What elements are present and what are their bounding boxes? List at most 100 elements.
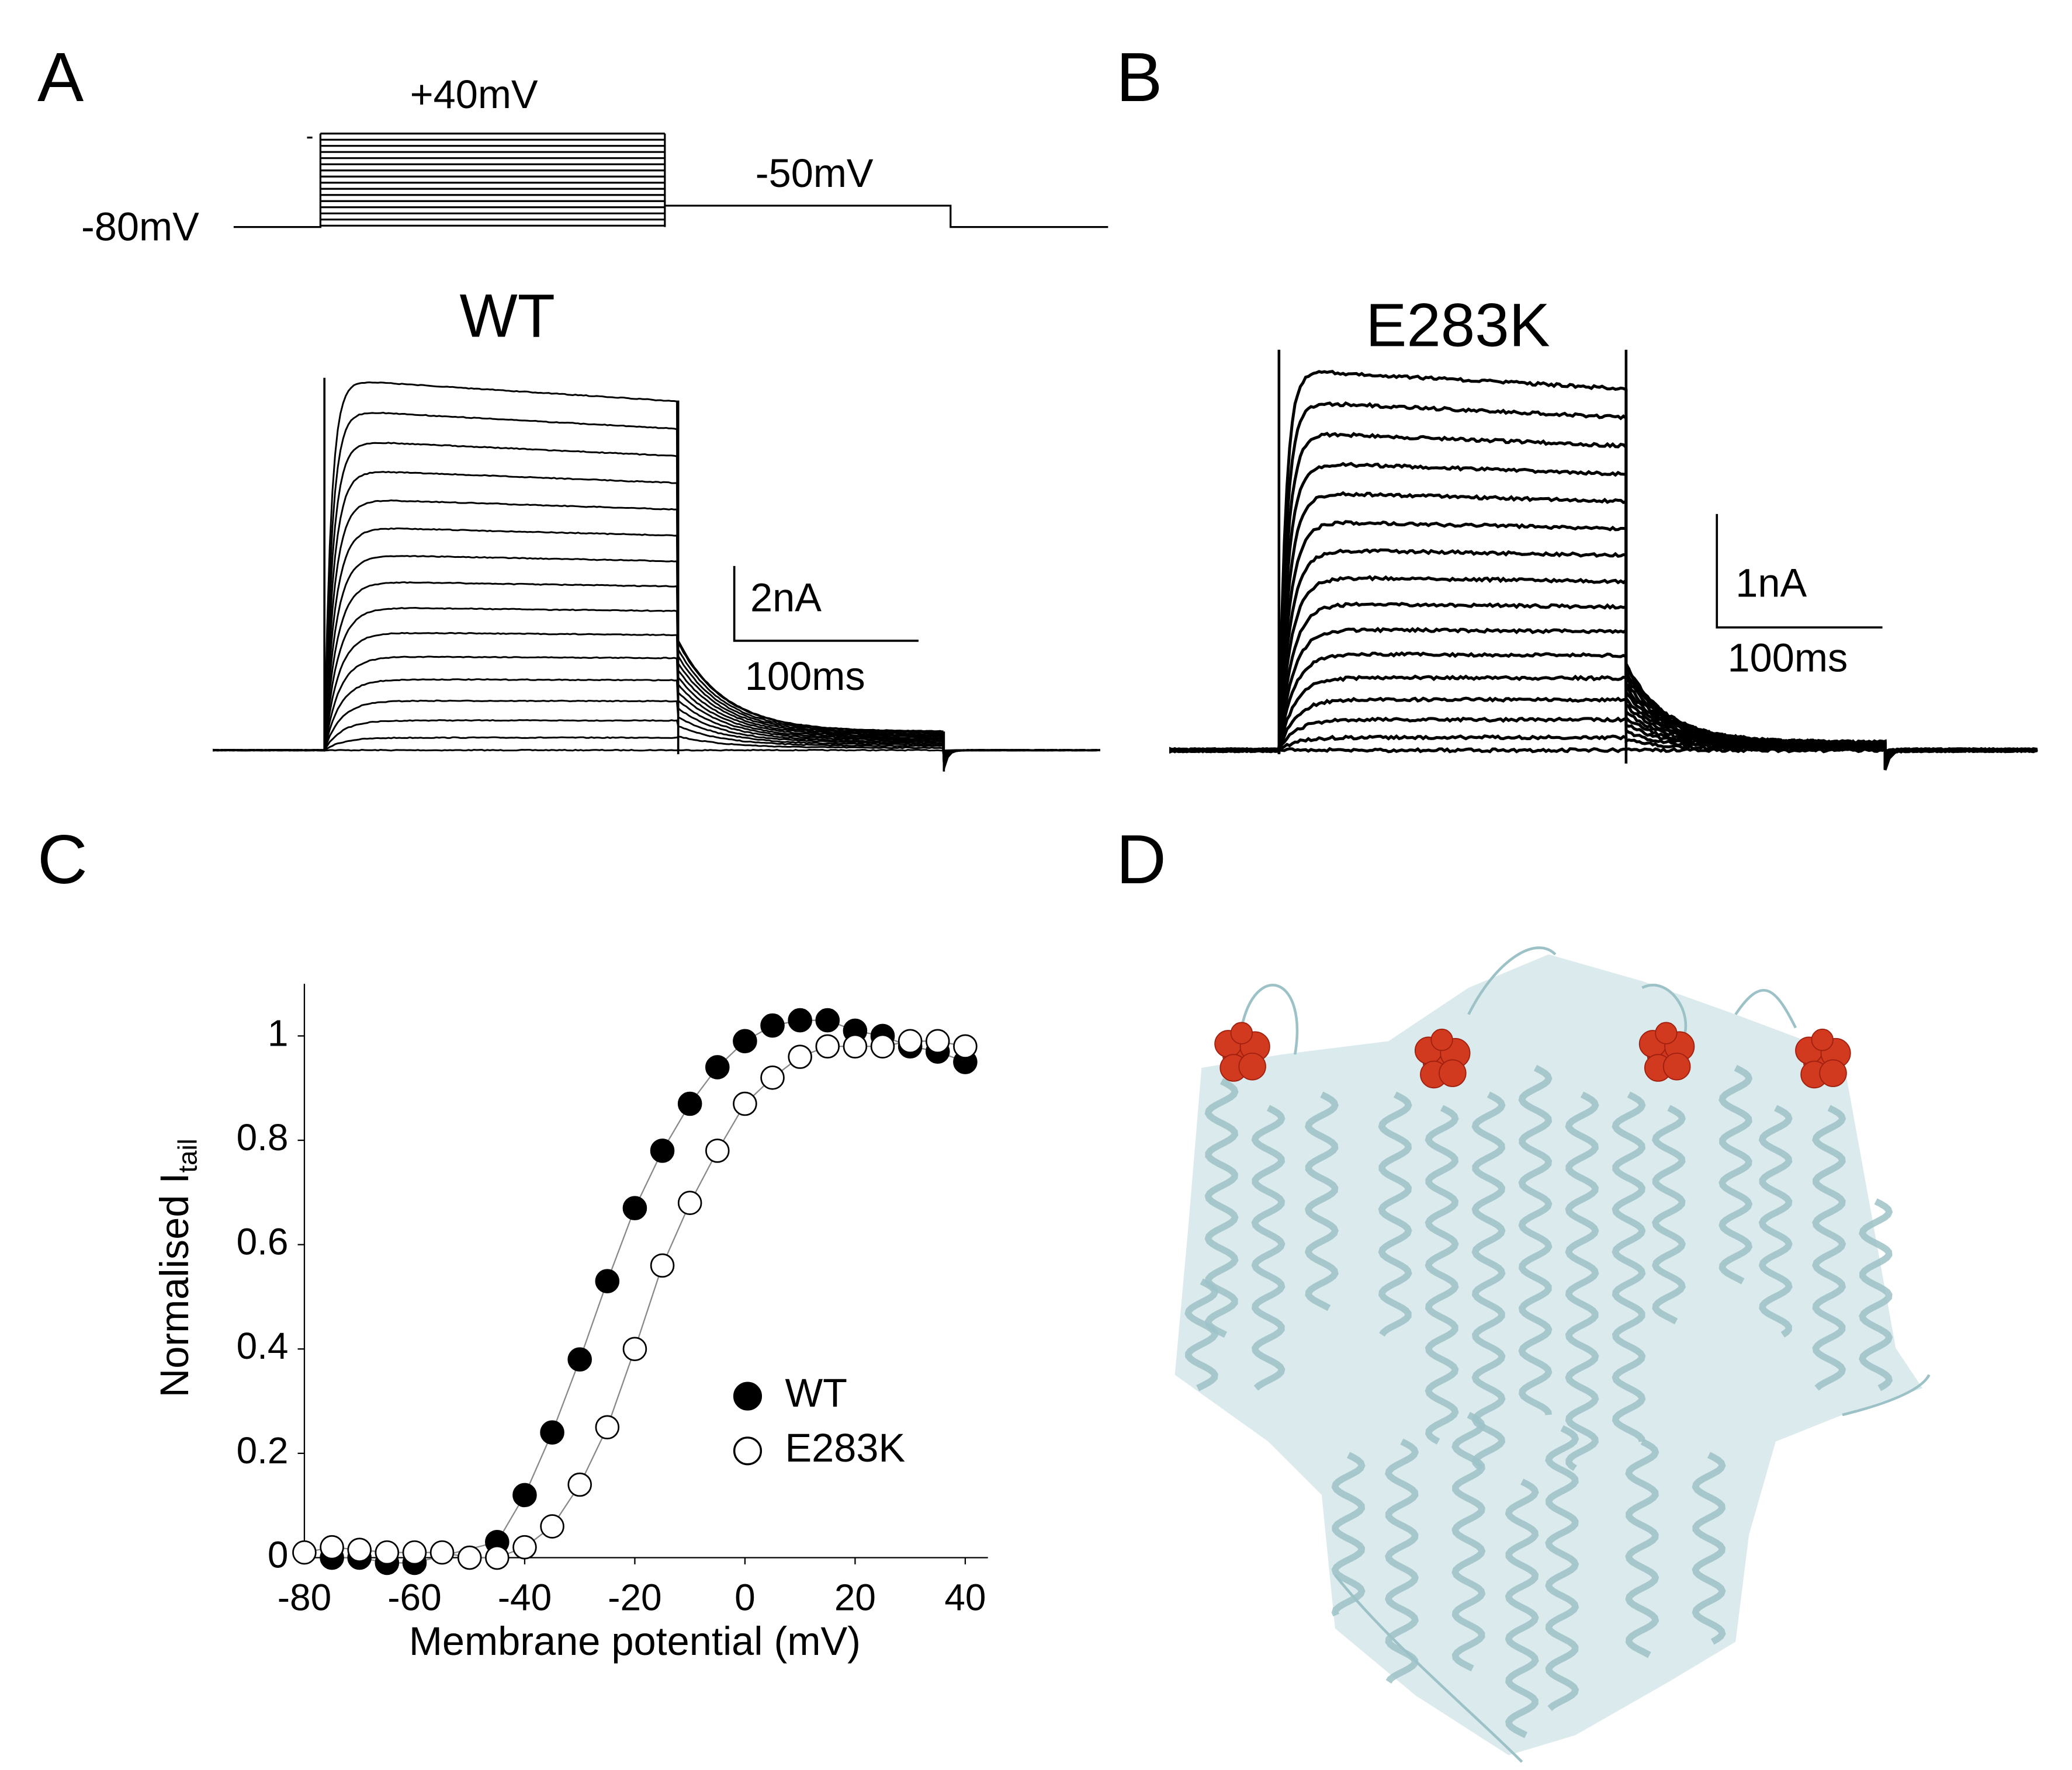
voltage-protocol	[233, 133, 1108, 228]
residue-sphere	[1811, 1028, 1834, 1051]
data-point	[677, 1191, 702, 1215]
data-point	[540, 1420, 564, 1445]
legend-marker	[733, 1436, 763, 1466]
y-tick-label: 0.2	[237, 1429, 289, 1471]
helix	[1565, 1091, 1599, 1471]
data-point	[347, 1538, 372, 1562]
legend-label: WT	[785, 1370, 847, 1415]
data-point	[705, 1139, 730, 1163]
data-point	[733, 1091, 757, 1116]
data-point	[402, 1540, 427, 1565]
data-point	[292, 1540, 317, 1565]
current-trace	[1169, 746, 2038, 754]
data-point	[760, 1066, 785, 1090]
helix	[1625, 1438, 1659, 1658]
data-point	[898, 1029, 923, 1054]
data-point	[650, 1139, 675, 1163]
connecting-line	[331, 1019, 966, 1564]
y-tick-label: 0.4	[237, 1325, 289, 1367]
current-trace	[213, 699, 1100, 758]
helix	[1718, 1064, 1753, 1285]
helix	[1451, 1411, 1486, 1672]
current-trace	[213, 381, 1100, 770]
trace-edge	[1277, 349, 1887, 764]
helix	[1425, 1105, 1459, 1445]
x-tick-label: 40	[944, 1577, 986, 1619]
helix	[1518, 1064, 1553, 1415]
panel-label: D	[1116, 821, 1166, 898]
data-point	[595, 1415, 620, 1440]
x-tick-label: 20	[834, 1577, 876, 1619]
panel-label: B	[1116, 39, 1162, 116]
data-point	[485, 1545, 510, 1570]
data-point	[457, 1545, 482, 1570]
helix	[1251, 1105, 1286, 1391]
data-point	[925, 1029, 950, 1054]
current-trace	[213, 527, 1100, 765]
y-tick-label: 0.6	[237, 1221, 289, 1263]
y-axis-label-sub: tail	[173, 1139, 203, 1172]
residue-sphere	[1655, 1022, 1678, 1044]
helix	[1304, 1091, 1339, 1311]
data-point	[567, 1472, 592, 1497]
current-trace	[213, 555, 1100, 765]
helix	[1692, 1452, 1726, 1645]
scale-label: 1nA	[1735, 560, 1807, 605]
data-point	[870, 1034, 895, 1059]
data-point	[567, 1347, 592, 1372]
data-point	[953, 1034, 978, 1059]
helix	[1385, 1438, 1419, 1684]
data-point	[788, 1008, 812, 1033]
current-trace	[213, 581, 1100, 766]
helix	[1378, 1091, 1412, 1337]
y-tick-label: 1	[268, 1012, 289, 1054]
residue-sphere	[1819, 1059, 1847, 1087]
current-trace	[213, 678, 1100, 760]
panel-label: A	[37, 39, 84, 116]
data-point	[595, 1269, 620, 1293]
helix	[1331, 1452, 1366, 1617]
current-trace	[213, 471, 1100, 768]
y-axis-label: Normalised Itail	[152, 1139, 203, 1397]
helix	[1545, 1425, 1579, 1712]
helix	[1758, 1105, 1793, 1338]
data-point	[622, 1196, 647, 1220]
chart: 0 0.2 0.4 0.6 0.8 1 -80 -60 -40 -20 0 20 40 Membrane …	[152, 984, 988, 1664]
x-tick-label: 0	[734, 1577, 756, 1619]
data-point	[512, 1535, 537, 1560]
helix	[1184, 1278, 1219, 1391]
y-axis-label-main: Normalised I	[152, 1173, 197, 1398]
helix	[1471, 1091, 1506, 1471]
data-point	[622, 1337, 647, 1362]
x-tick-label: -80	[278, 1577, 331, 1619]
helix	[1859, 1198, 1893, 1391]
helix	[1505, 1479, 1539, 1738]
helix	[1612, 1091, 1646, 1442]
data-point	[540, 1514, 564, 1539]
residue-sphere	[1662, 1052, 1691, 1081]
scale-label: 100ms	[1728, 635, 1848, 680]
current-trace	[213, 606, 1100, 765]
data-point	[677, 1091, 702, 1116]
data-point	[512, 1483, 537, 1508]
residue-sphere	[1238, 1052, 1266, 1081]
data-point	[650, 1253, 675, 1278]
x-tick-label: -20	[608, 1577, 661, 1619]
trace-edge	[323, 377, 945, 772]
scale-bars	[733, 513, 1883, 642]
current-traces	[213, 133, 2038, 772]
current-trace	[213, 735, 1100, 754]
helix	[1652, 1105, 1686, 1325]
current-trace	[213, 719, 1100, 755]
current-trace	[213, 748, 1100, 752]
protein-structure	[1174, 946, 1931, 1763]
helix	[1812, 1105, 1846, 1391]
data-point	[815, 1034, 840, 1059]
x-tick-label: -40	[498, 1577, 552, 1619]
scale-label: 2nA	[750, 575, 822, 620]
panel-label: C	[37, 821, 88, 898]
scale-label: 100ms	[745, 654, 865, 699]
data-point	[429, 1540, 455, 1565]
voltage-label: -80mV	[81, 204, 199, 249]
